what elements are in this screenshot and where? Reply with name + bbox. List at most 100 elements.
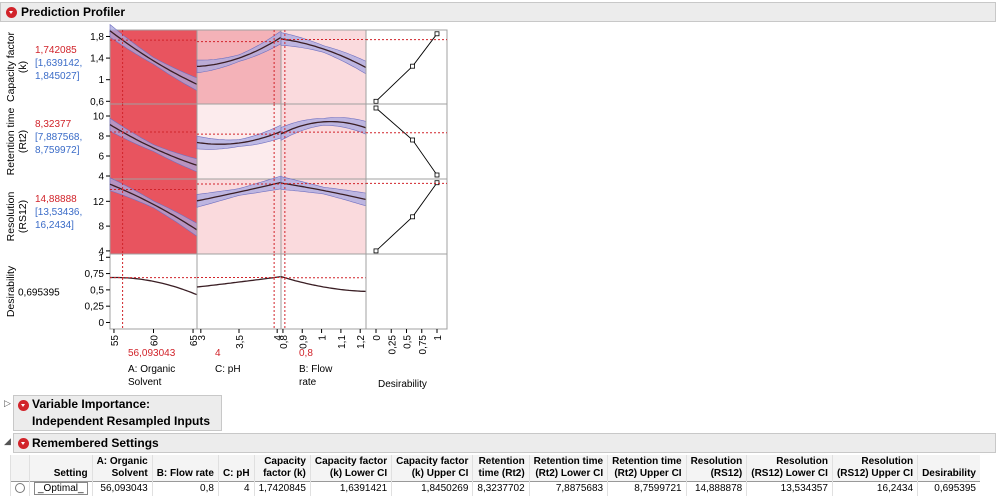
prediction-curve — [196, 275, 282, 288]
profiler-cell — [196, 178, 282, 255]
factor-name: C: pH — [215, 364, 241, 375]
red-triangle-menu-icon[interactable] — [18, 438, 29, 449]
prediction-curve — [109, 30, 198, 85]
prediction-curve — [196, 181, 282, 202]
y-tick-label: 0 — [98, 318, 104, 329]
response-label: (Rt2) — [17, 130, 29, 153]
x-tick-label: 0 — [372, 335, 383, 341]
response-ci: [1,639142, — [35, 58, 82, 69]
y-tick-label: 12 — [93, 197, 105, 208]
profiler-cell — [280, 103, 367, 180]
table-cell: 1,8450269 — [391, 481, 473, 496]
column-header[interactable]: Retention time (Rt2) Lower CI — [528, 455, 608, 482]
prediction-curve — [280, 38, 367, 69]
factor-name: A: Organic — [128, 364, 175, 375]
variable-importance-header: Variable Importance: Independent Resampl… — [13, 395, 222, 431]
column-header[interactable]: Retention time (Rt2) Upper CI — [607, 455, 687, 482]
factor-name: Solvent — [128, 377, 162, 388]
response-label: (RS12) — [17, 200, 29, 233]
table-cell: 0,695395 — [917, 481, 980, 496]
factor-name: rate — [299, 377, 317, 388]
column-header[interactable]: Capacity factor (k) Upper CI — [391, 455, 473, 482]
y-tick-label: 8 — [98, 132, 104, 143]
desirability-handle — [434, 180, 440, 186]
radio-column-header — [10, 455, 30, 482]
column-header[interactable]: Setting — [29, 455, 93, 482]
column-header[interactable]: A: Organic Solvent — [91, 455, 153, 482]
desirability-handle — [373, 248, 379, 254]
remembered-settings-title: Remembered Settings — [32, 436, 159, 450]
x-tick-label: 60 — [150, 335, 161, 347]
factor-name: B: Flow — [299, 364, 333, 375]
x-tick-label: 1,1 — [337, 335, 348, 349]
profiler-cell — [280, 29, 367, 105]
desirability-cell — [365, 103, 448, 180]
response-label: Resolution — [5, 192, 17, 242]
response-ci: [13,53436, — [35, 207, 82, 218]
column-header[interactable]: Capacity factor (k) — [253, 455, 311, 482]
desirability-cell — [365, 178, 448, 255]
table-cell: 14,888878 — [685, 481, 747, 496]
desirability-handle — [410, 214, 416, 220]
table-cell: 1,6391421 — [309, 481, 392, 496]
factor-current-value: 0,8 — [299, 348, 313, 359]
x-tick-label: 4 — [273, 335, 284, 341]
profiler-title: Prediction Profiler — [21, 5, 126, 19]
factor-current-value: 56,093043 — [128, 348, 176, 359]
remembered-settings-header: Remembered Settings — [13, 433, 996, 453]
response-ci: 1,845027] — [35, 71, 80, 82]
setting-name[interactable]: _Optimal_ — [34, 482, 88, 495]
x-tick-label: 3,5 — [235, 335, 246, 349]
response-label: (k) — [17, 61, 29, 73]
y-tick-label: 4 — [98, 246, 104, 257]
profiler-grid: 0,6 1 1,4 1,8 Capacity factor (k) 1,742085 [1,6… — [5, 23, 448, 390]
desirability-handle — [373, 105, 379, 111]
y-tick-label: 10 — [93, 112, 105, 123]
column-header[interactable]: Resolution (RS12) — [685, 455, 747, 482]
response-label: Desirability — [5, 265, 17, 317]
y-tick-label: 1,8 — [90, 32, 104, 43]
desirability-handle — [373, 98, 379, 104]
x-tick-label: 0,5 — [403, 335, 414, 349]
x-tick-label: 65 — [189, 335, 200, 347]
profiler-cell — [196, 253, 282, 330]
table-cell: 1,7420845 — [253, 481, 311, 496]
column-header[interactable]: Retention time (Rt2) — [472, 455, 530, 482]
expanded-outline-icon[interactable]: ◢ — [4, 436, 11, 446]
response-ci: 16,2434] — [35, 220, 74, 231]
response-value: 1,742085 — [35, 45, 77, 56]
variable-importance-title-1: Variable Importance: — [32, 397, 151, 411]
table-cell: 13,534357 — [746, 481, 833, 496]
y-tick-label: 8 — [98, 222, 104, 233]
table-header-row: Setting A: Organic Solvent B: Flow rate C: p… — [10, 455, 980, 482]
table-cell: 4 — [217, 481, 255, 496]
table-row: _Optimal_ 56,093043 0,8 4 1,7420845 1,6391421… — [10, 481, 980, 496]
y-tick-label: 1 — [98, 75, 104, 86]
x-tick-label: 3 — [197, 335, 208, 341]
prediction-curve — [196, 36, 282, 68]
desirability-axis-label: Desirability — [378, 379, 427, 390]
response-label: Retention time — [5, 107, 17, 175]
x-tick-label: 0,75 — [418, 335, 429, 355]
x-tick-label: 1 — [318, 335, 329, 341]
column-header[interactable]: Capacity factor (k) Lower CI — [309, 455, 392, 482]
collapsed-outline-icon[interactable]: ▷ — [4, 398, 11, 408]
column-header[interactable]: Resolution (RS12) Upper CI — [831, 455, 918, 482]
table-cell: 16,2434 — [831, 481, 918, 496]
prediction-curve — [109, 124, 198, 166]
y-tick-label: 1 — [98, 253, 104, 264]
profiler-cell — [109, 103, 198, 180]
prediction-curve — [280, 275, 367, 293]
red-triangle-menu-icon[interactable] — [6, 7, 17, 18]
setting-radio-cell[interactable] — [10, 481, 30, 496]
radio-button[interactable] — [15, 483, 25, 494]
column-header[interactable]: Desirability — [917, 455, 980, 482]
x-tick-label: 0,9 — [298, 335, 309, 349]
red-triangle-menu-icon[interactable] — [18, 400, 29, 411]
profiler-cell — [280, 253, 367, 330]
column-header[interactable]: Resolution (RS12) Lower CI — [746, 455, 833, 482]
desirability-cell — [365, 253, 448, 330]
column-header[interactable]: C: pH — [217, 455, 255, 482]
setting-name-cell[interactable]: _Optimal_ — [29, 481, 93, 496]
column-header[interactable]: B: Flow rate — [151, 455, 219, 482]
